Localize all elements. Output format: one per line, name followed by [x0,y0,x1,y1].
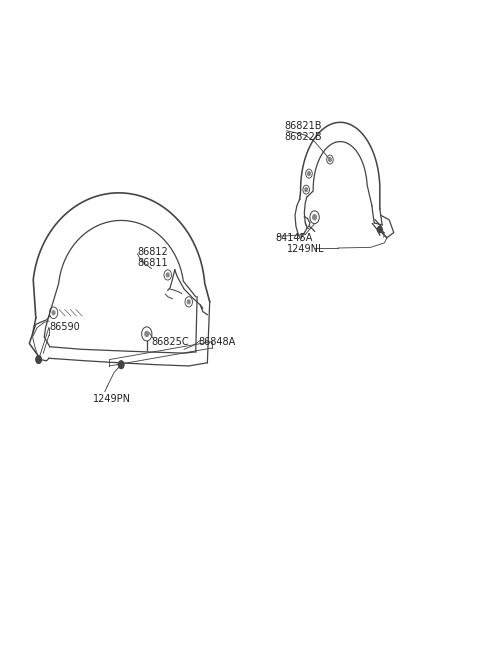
Text: 1249PN: 1249PN [93,394,131,404]
Text: 86590: 86590 [49,322,80,333]
Text: 84145A: 84145A [275,233,312,243]
Text: 86848A: 86848A [198,337,235,346]
Circle shape [329,158,331,161]
Circle shape [167,273,169,277]
Circle shape [305,188,308,191]
Text: 1249NL: 1249NL [287,244,324,254]
Circle shape [187,300,190,304]
Circle shape [312,215,316,220]
Text: 86821B: 86821B [284,121,322,130]
Circle shape [308,172,311,176]
Circle shape [119,361,124,369]
Circle shape [377,226,382,233]
Text: 86811: 86811 [137,258,168,269]
Text: 86822B: 86822B [284,132,322,142]
Text: 86812: 86812 [137,247,168,257]
Text: 86825C: 86825C [151,337,189,346]
Circle shape [36,356,41,364]
Circle shape [145,331,149,337]
Circle shape [52,311,55,314]
